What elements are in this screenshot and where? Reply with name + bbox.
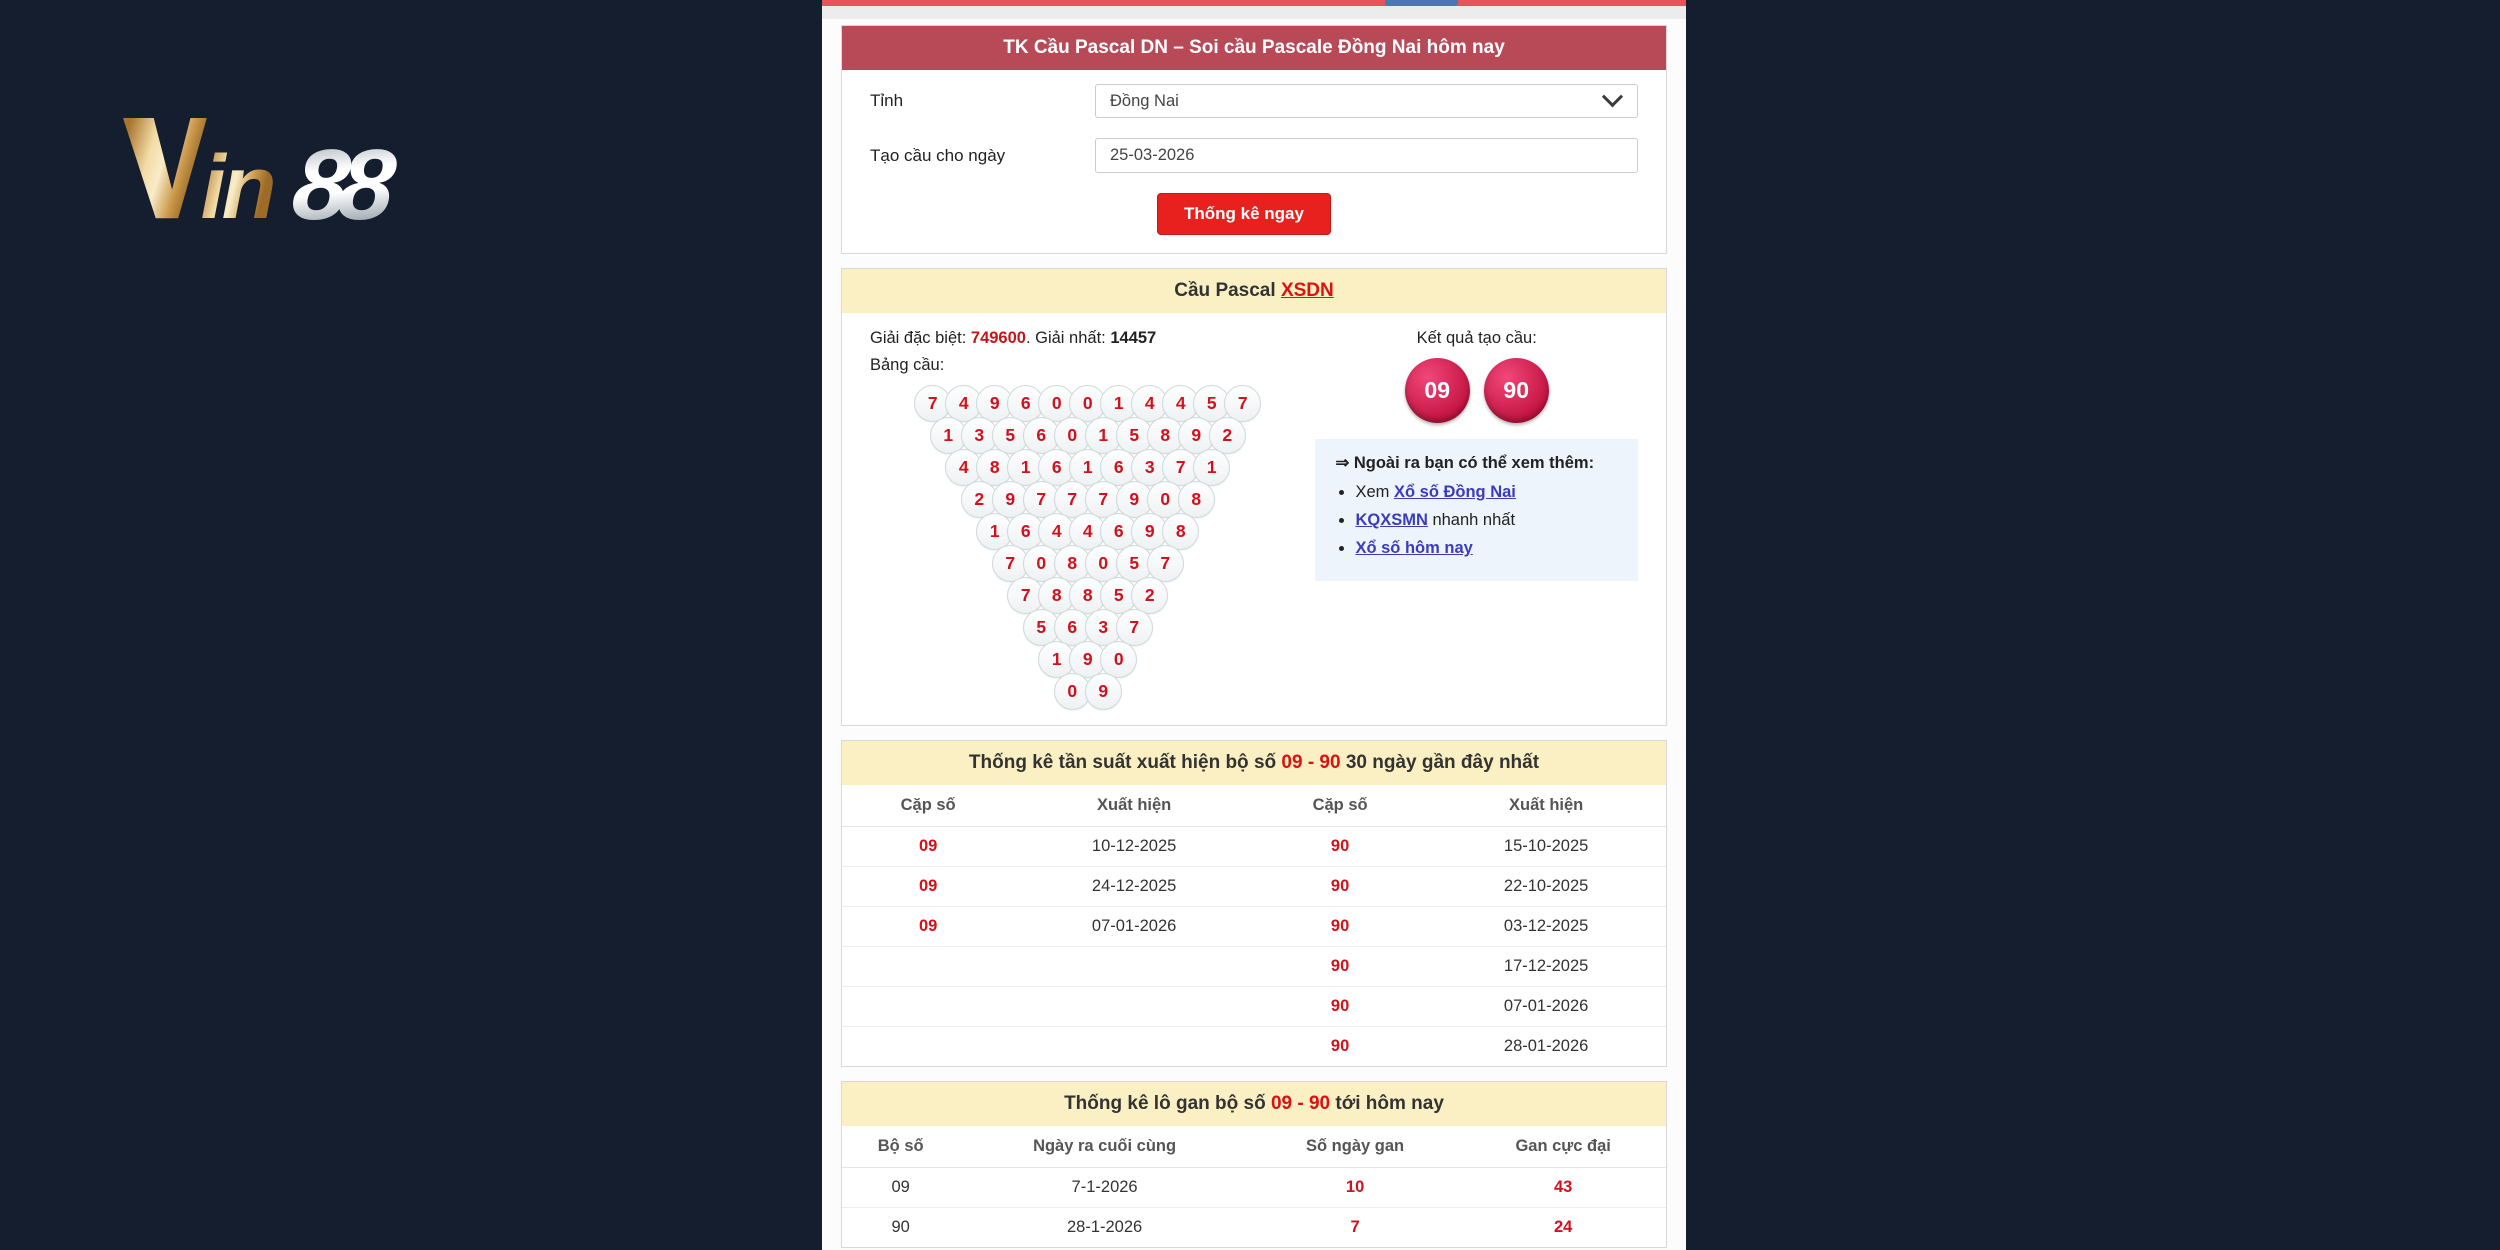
svg-text:in: in <box>201 138 274 228</box>
svg-text:88: 88 <box>288 129 401 228</box>
